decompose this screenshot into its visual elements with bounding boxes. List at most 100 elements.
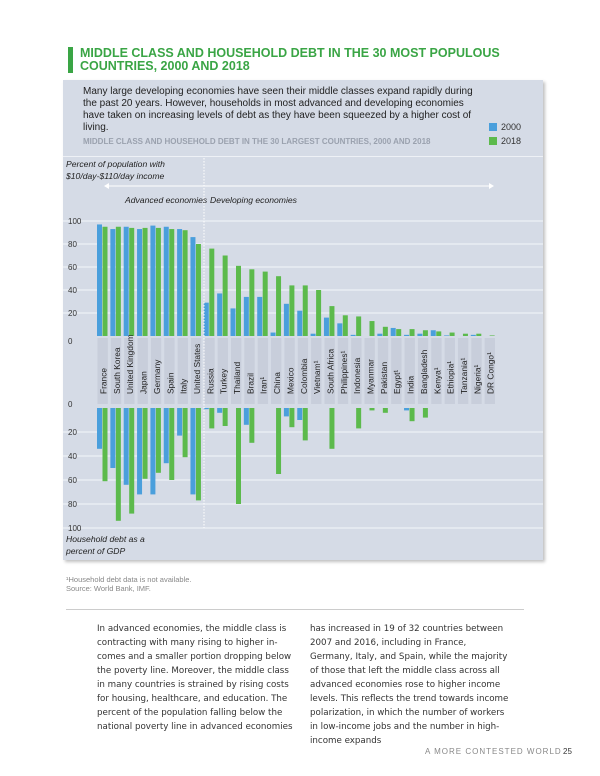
bar-2000-middle-class: [97, 224, 102, 336]
category-label: Mexico: [285, 367, 295, 394]
bar-2000-middle-class: [404, 334, 410, 336]
bottom-y-axis-label: Household debt as a percent of GDP: [66, 534, 145, 556]
bar-2018-middle-class: [302, 285, 308, 336]
bar-2000-middle-class: [163, 226, 169, 336]
category-stripe: [404, 338, 415, 404]
bar-2018-middle-class: [396, 329, 402, 336]
bar-2018-debt: [382, 408, 388, 413]
category-stripe: [110, 338, 122, 404]
category-label: Indonesia: [352, 357, 362, 394]
category-stripe: [297, 338, 309, 404]
category-stripe: [417, 338, 429, 404]
bar-2018-debt: [155, 408, 161, 473]
category-label: Vietnam¹: [312, 360, 322, 394]
category-stripe: [124, 338, 135, 404]
y-tick-label: 100: [68, 524, 82, 533]
body-column-right: has increased in 19 of 32 countries betw…: [310, 624, 509, 746]
bar-2000-debt: [123, 408, 129, 485]
bar-2018-debt: [276, 408, 282, 474]
group-label-developing: Developing economies: [210, 195, 297, 205]
chart-intro: Many large developing economies have see…: [83, 86, 473, 133]
category-stripe: [150, 338, 162, 404]
bar-2000-debt: [150, 408, 156, 495]
y-tick-label: 40: [68, 286, 77, 295]
bar-2018-middle-class: [169, 229, 175, 336]
bar-2018-middle-class: [222, 255, 228, 336]
page-number: 25: [563, 747, 572, 756]
bar-2018-middle-class: [276, 276, 282, 336]
category-stripe: [190, 338, 202, 404]
bar-2018-debt: [302, 408, 308, 441]
group-label-advanced: Advanced economies: [125, 195, 208, 205]
bar-2018-middle-class: [142, 227, 148, 336]
chart-title: MIDDLE CLASS AND HOUSEHOLD DEBT IN THE 3…: [83, 137, 431, 146]
category-label: DR Congo¹: [486, 352, 496, 394]
bar-2018-middle-class: [182, 230, 188, 336]
bar-2018-middle-class: [262, 271, 268, 336]
category-label: United States: [192, 344, 202, 394]
category-label: Philippines¹: [339, 350, 349, 394]
bar-2000-middle-class: [337, 323, 343, 336]
bar-2018-debt: [182, 408, 188, 458]
bar-2018-middle-class: [249, 269, 255, 336]
category-label: Pakistan: [379, 362, 389, 394]
category-label: Myanmar: [366, 359, 376, 394]
y-tick-label: 0: [68, 337, 73, 346]
bar-2000-middle-class: [350, 334, 356, 336]
bar-2000-debt: [203, 408, 209, 410]
running-footer: A MORE CONTESTED WORLD: [425, 747, 562, 756]
category-stripe: [457, 338, 469, 404]
category-stripe: [431, 338, 442, 404]
bar-2000-middle-class: [110, 229, 116, 336]
category-label: Bangladesh: [419, 349, 429, 394]
bar-2018-middle-class: [422, 330, 428, 336]
category-label: South Africa: [325, 348, 335, 394]
bar-2018-middle-class: [356, 316, 362, 336]
legend-2000: 2000: [489, 122, 521, 132]
y-tick-label: 0: [68, 400, 73, 409]
arrow-left-icon: [104, 183, 109, 189]
category-label: India: [406, 375, 416, 394]
category-label: Brazil: [245, 373, 255, 394]
bar-2000-debt: [297, 408, 303, 420]
bar-2000-middle-class: [243, 296, 249, 336]
bar-2000-middle-class: [417, 333, 423, 336]
y-tick-label: 80: [68, 240, 77, 249]
bar-2000-debt: [283, 408, 289, 417]
bar-2018-debt: [222, 408, 228, 426]
bar-2018-middle-class: [209, 248, 215, 336]
category-label: Colombia: [299, 358, 309, 394]
category-stripe: [177, 338, 188, 404]
bar-2018-debt: [102, 408, 108, 482]
bar-2018-debt: [115, 408, 121, 521]
bar-2018-middle-class: [115, 226, 121, 336]
bar-2000-middle-class: [137, 229, 143, 336]
arrow-right-icon: [489, 183, 494, 189]
category-stripe: [364, 338, 375, 404]
category-label: Thailand: [232, 362, 242, 394]
category-label: Iran¹: [259, 377, 269, 394]
category-label: Egypt¹: [392, 370, 402, 394]
bar-2000-debt: [217, 408, 223, 413]
bar-2018-debt: [329, 408, 335, 449]
bar-2000-middle-class: [430, 330, 436, 336]
bar-2000-middle-class: [323, 317, 329, 336]
bar-2018-middle-class: [462, 333, 468, 336]
bar-2000-middle-class: [270, 332, 276, 336]
bar-2018-debt: [236, 408, 241, 504]
y-tick-label: 20: [68, 309, 77, 318]
title-accent-bar: [68, 47, 73, 73]
y-tick-label: 60: [68, 263, 77, 272]
category-stripe: [337, 338, 349, 404]
bar-2000-debt: [190, 408, 196, 495]
bar-2000-middle-class: [470, 334, 476, 336]
category-stripe: [444, 338, 455, 404]
bar-2018-middle-class: [476, 333, 482, 336]
page-title: MIDDLE CLASS AND HOUSEHOLD DEBT IN THE 3…: [80, 46, 500, 73]
footnotes: ¹Household debt data is not available. So…: [66, 575, 192, 593]
legend-label: 2000: [501, 122, 522, 132]
bar-2000-debt: [243, 408, 249, 425]
category-label: Italy: [179, 378, 189, 394]
